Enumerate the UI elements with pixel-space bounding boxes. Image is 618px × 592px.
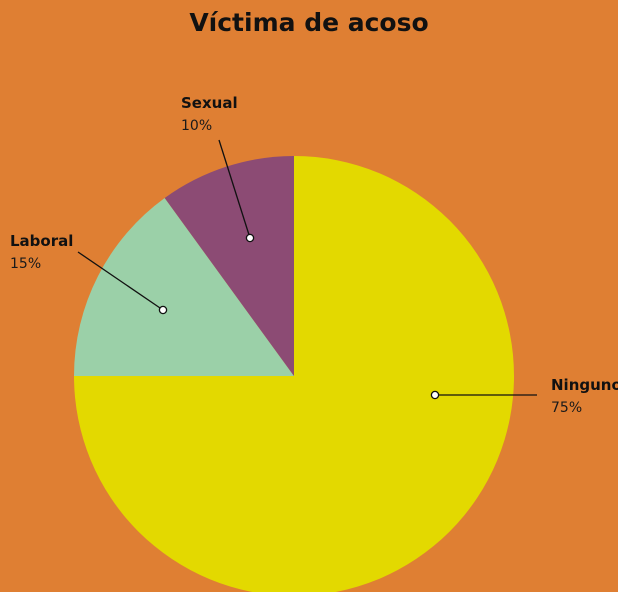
leader-dot-ninguno [430, 390, 440, 400]
slice-value-laboral: 15% [10, 256, 41, 272]
slice-label-ninguno: Ninguno [551, 376, 618, 394]
pie-slice-sexual [164, 156, 294, 376]
leader-line-laboral [77, 251, 164, 311]
chart-title: Víctima de acoso [189, 8, 429, 37]
leader-dot-laboral [158, 305, 168, 315]
slice-label-laboral: Laboral [10, 232, 73, 250]
slice-value-sexual: 10% [181, 118, 212, 134]
leader-dot-sexual [245, 233, 255, 243]
slice-value-ninguno: 75% [551, 400, 582, 416]
leader-line-sexual [218, 139, 251, 239]
pie-slice-laboral [74, 198, 294, 376]
slice-label-sexual: Sexual [181, 94, 238, 112]
